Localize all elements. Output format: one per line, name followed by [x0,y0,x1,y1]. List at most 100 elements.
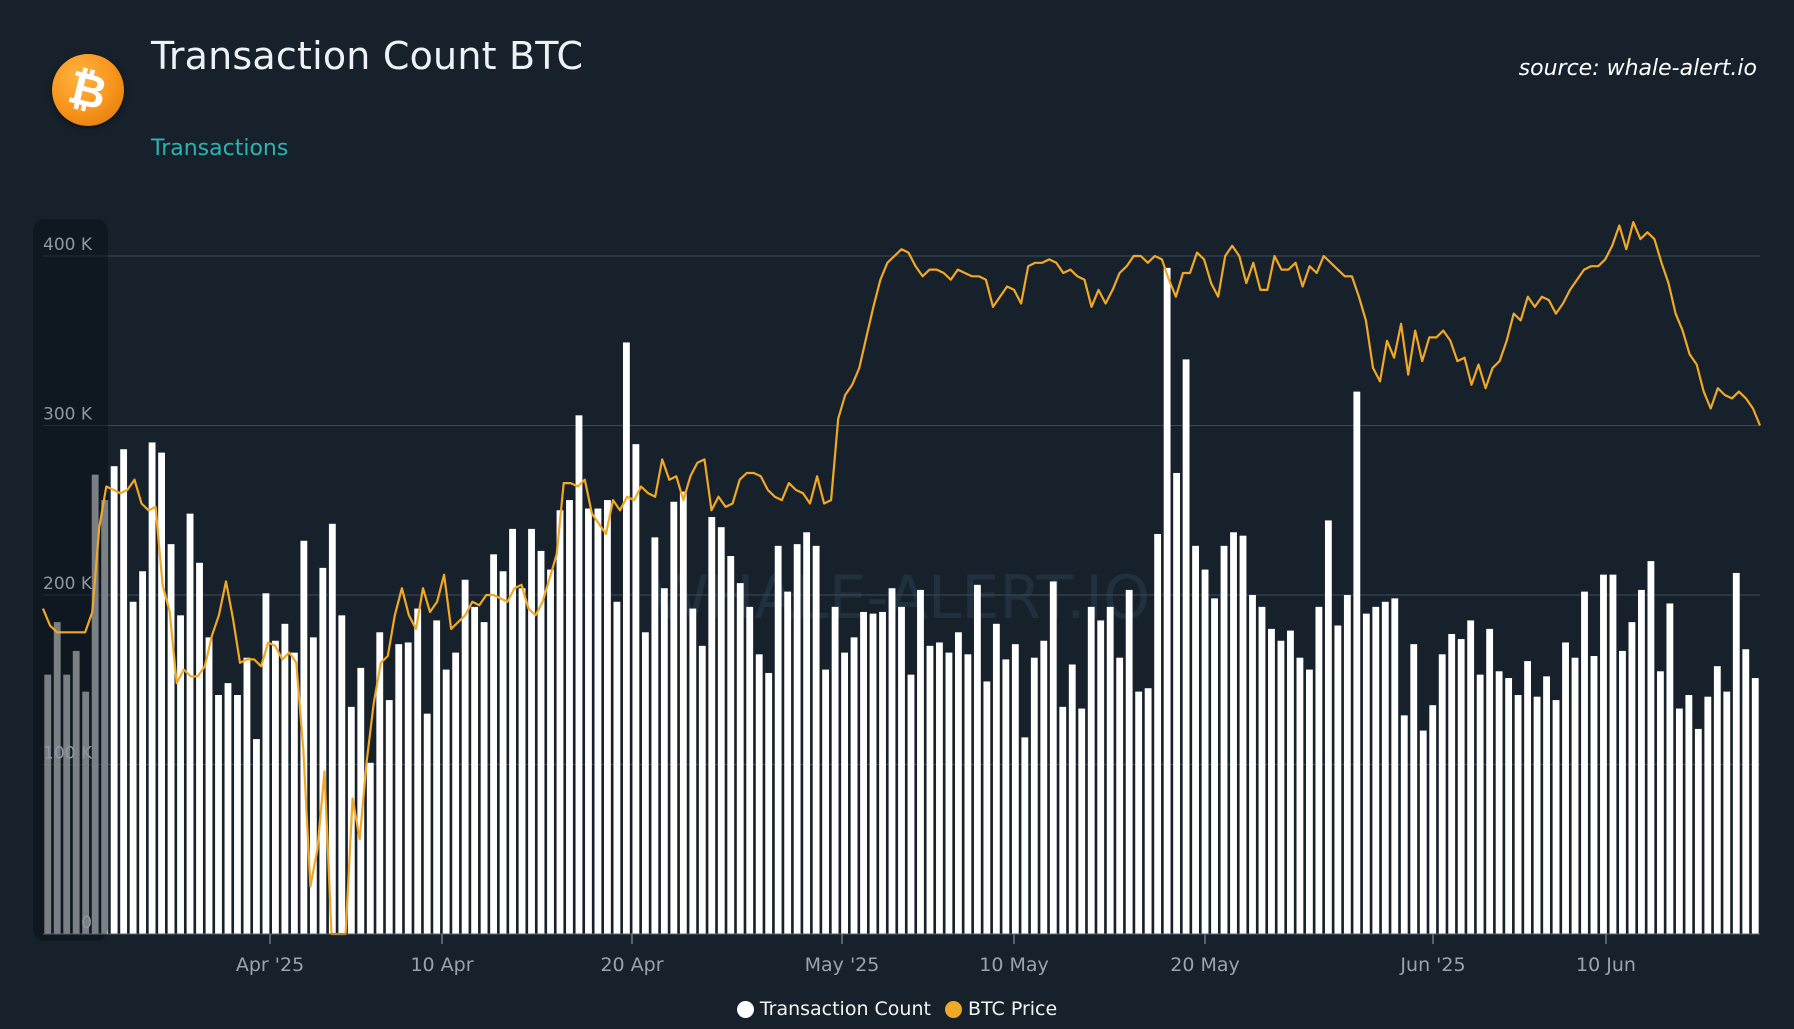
bar [442,669,450,934]
bar [917,589,924,934]
bar [490,554,498,934]
bar [471,606,479,934]
bar [755,654,763,934]
bar [1343,595,1351,934]
bar [983,681,991,934]
bar [1049,581,1057,934]
x-tick-label: 10 Jun [1576,954,1636,976]
bar [1324,520,1332,934]
bar [1391,598,1399,934]
bar [679,491,687,934]
bar [1030,657,1038,934]
bar [423,713,431,934]
bar [1495,671,1503,934]
bar [1514,695,1522,934]
x-axis: Apr '25 10 Apr 20 Apr May '25 10 May 20 May Ju… [43,933,1760,976]
bar [1419,730,1427,934]
bar [518,588,526,934]
bar [566,500,573,934]
bar [860,611,867,934]
bar [1106,606,1114,934]
bar [727,556,735,934]
bar [461,579,469,934]
bar [167,544,175,934]
bar [499,571,507,934]
bar [139,571,147,934]
bar [1694,728,1702,934]
bar [262,593,270,934]
bar [1467,620,1475,934]
bar [955,632,962,934]
btc-price-line [41,221,1762,936]
bar [1249,595,1256,934]
bar [1505,678,1513,934]
bar [622,342,630,934]
bar [1429,705,1437,934]
bar [898,606,905,934]
x-tick-label: Jun '25 [1399,954,1465,976]
y-tick-label: 200 K [43,574,93,594]
source-credit: source: whale-alert.io [1518,56,1757,81]
x-tick-label: 20 May [1170,954,1240,976]
bar [1448,633,1456,934]
bar [376,632,384,934]
bar [1097,620,1105,934]
bar [1135,691,1143,934]
price-line-series [41,221,1762,936]
bar [357,667,365,934]
bar [328,523,336,934]
bar [1524,661,1532,934]
bar [1353,391,1361,935]
bar [1125,589,1133,934]
bar [831,606,839,934]
bar [1201,569,1209,934]
bar [1239,535,1247,934]
bar [594,508,602,934]
legend-item-btc-price[interactable]: BTC Price [944,998,1057,1020]
bar [1713,666,1721,934]
bar [1562,642,1569,934]
bar [1334,625,1342,934]
bar [366,762,374,934]
bar [1296,657,1304,934]
bar [1628,622,1636,934]
y-tick-label: 100 K [43,744,93,764]
bar [1011,644,1019,934]
bar [1116,657,1124,934]
legend-item-transaction-count[interactable]: Transaction Count [736,998,931,1020]
bar [158,452,165,934]
bar [1647,561,1655,934]
bar [1638,589,1645,934]
bar [129,601,137,934]
x-tick-label: 20 Apr [600,954,663,976]
bar [243,657,251,934]
bar [1704,696,1712,934]
bar [774,545,782,934]
bar [973,584,981,934]
bar [480,622,488,934]
bar [1675,708,1683,934]
x-tick-label: May '25 [805,954,880,976]
bar [148,442,156,934]
bar [1685,695,1693,934]
bar [1154,533,1162,934]
bar [309,637,317,934]
bar [708,517,716,934]
bar [1315,606,1323,934]
bar [1182,359,1190,934]
bar [575,415,583,935]
bar [385,700,393,934]
bar [717,527,725,934]
bar [404,642,412,934]
bar [841,652,848,934]
bar [1742,649,1750,934]
bar [414,608,422,934]
bar [319,567,327,934]
bar [1059,706,1067,934]
bar [1230,532,1237,934]
bar [869,613,877,934]
bar [1220,545,1228,934]
bar [1305,669,1313,934]
bar [1476,674,1484,934]
bar [1163,267,1171,934]
